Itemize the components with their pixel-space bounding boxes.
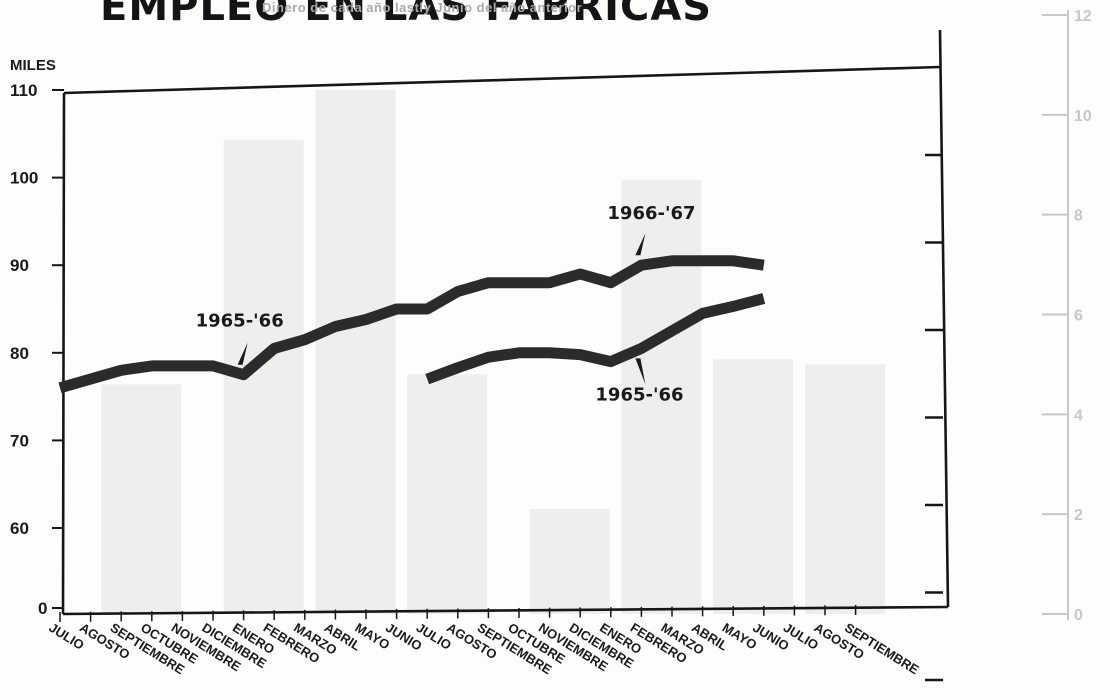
bleed-through-text: Dinero de cada año lastly Junio del año … xyxy=(262,0,583,15)
y-axis-title: MILES xyxy=(10,57,56,74)
background-bar xyxy=(529,509,610,614)
background-bar xyxy=(407,374,488,614)
secondary-tick-label: 0 xyxy=(1074,607,1083,624)
series-line-1966-67-bottom xyxy=(425,293,766,385)
secondary-tick-label: 4 xyxy=(1074,407,1083,424)
label-pointer xyxy=(635,233,646,256)
series-label: 1965-'66 xyxy=(196,311,284,332)
page-title: EMPLEO EN LAS FÁBRICAS xyxy=(100,0,713,30)
secondary-tick-label: 12 xyxy=(1074,8,1092,25)
right-axis-line xyxy=(938,29,950,608)
series-labels: 1965-'66 1966-'67 1965-'66 xyxy=(196,203,696,405)
secondary-tick-label: 6 xyxy=(1074,308,1083,325)
series-line-1965-66-top xyxy=(58,255,765,394)
background-bar xyxy=(713,359,794,614)
secondary-tick-label: 2 xyxy=(1074,507,1083,524)
label-pointer xyxy=(635,358,646,385)
top-axis-line xyxy=(63,65,941,95)
y-tick-label: 80 xyxy=(10,344,29,363)
background-bar xyxy=(315,89,396,614)
series-lines xyxy=(58,255,766,394)
label-pointer xyxy=(237,342,248,365)
y-tick-label: 60 xyxy=(10,519,29,538)
series-label: 1966-'67 xyxy=(607,203,695,224)
x-axis-line xyxy=(62,605,949,616)
background-bar xyxy=(621,179,702,614)
secondary-axis: 0 2 4 6 8 10 12 xyxy=(1042,8,1092,624)
y-tick-label: 0 xyxy=(38,599,47,618)
background-bar xyxy=(805,364,885,614)
secondary-tick-label: 8 xyxy=(1074,208,1083,225)
y-tick-label: 100 xyxy=(10,169,38,188)
y-tick-label: 110 xyxy=(10,81,37,100)
y-tick-label: 70 xyxy=(10,431,29,450)
background-bar xyxy=(101,384,182,614)
series-label: 1965-'66 xyxy=(595,384,683,405)
secondary-tick-label: 10 xyxy=(1074,108,1092,125)
y-tick-label: 90 xyxy=(10,256,29,275)
background-bars xyxy=(101,89,885,614)
